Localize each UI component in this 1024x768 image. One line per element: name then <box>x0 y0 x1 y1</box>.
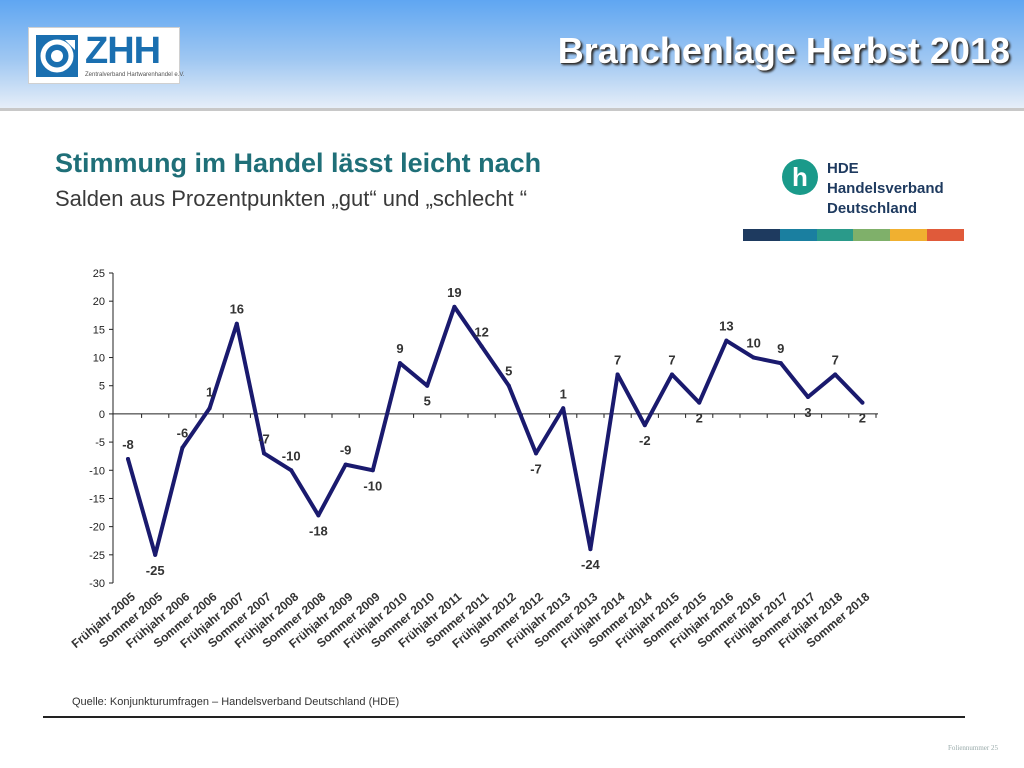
data-label: -7 <box>530 461 542 476</box>
y-tick-label: -15 <box>89 493 105 505</box>
data-point <box>833 372 838 377</box>
data-point <box>615 372 620 377</box>
data-point <box>479 344 484 349</box>
hde-stripe-segment <box>853 229 891 241</box>
hde-logo-text: HDE Handelsverband Deutschland <box>827 159 944 219</box>
data-label: -9 <box>340 443 352 458</box>
data-point <box>806 395 810 399</box>
data-point <box>207 406 212 411</box>
data-point <box>398 361 402 366</box>
data-point <box>751 355 756 360</box>
data-point <box>534 451 538 456</box>
zhh-logo-subtitle: Zentralverband Hartwarenhandel e.V. <box>85 72 185 78</box>
data-label: -10 <box>363 478 382 493</box>
zhh-logo-word: ZHH <box>85 30 161 72</box>
hde-stripe-segment <box>816 229 854 241</box>
footer-divider <box>43 716 965 718</box>
data-point <box>343 462 348 467</box>
data-label: -25 <box>146 563 165 578</box>
data-label: 12 <box>474 324 488 339</box>
hde-stripe-segment <box>743 229 780 241</box>
data-point <box>370 468 375 473</box>
data-label: -8 <box>122 437 134 452</box>
data-point <box>860 400 865 405</box>
data-point <box>153 552 158 557</box>
data-label: 1 <box>206 384 213 399</box>
data-label: 16 <box>230 302 244 317</box>
series-line <box>126 304 865 557</box>
y-tick-label: 10 <box>93 353 105 365</box>
data-label: 2 <box>859 411 866 426</box>
source-note: Quelle: Konjunkturumfragen – Handelsverb… <box>72 696 400 708</box>
data-label: -18 <box>309 523 328 538</box>
data-label: 2 <box>696 411 703 426</box>
y-tick-label: -10 <box>89 465 105 477</box>
data-point <box>670 372 674 377</box>
y-tick-label: -20 <box>89 522 105 534</box>
data-point <box>506 383 511 388</box>
y-tick-label: 0 <box>99 409 105 421</box>
data-label: 7 <box>832 352 839 367</box>
y-tick-label: 5 <box>99 381 105 393</box>
data-label: -7 <box>258 431 270 446</box>
hde-stripe-segment <box>779 229 817 241</box>
y-tick-label: -30 <box>89 578 105 590</box>
data-point <box>234 321 239 326</box>
data-label: 7 <box>668 352 675 367</box>
data-point <box>126 457 130 461</box>
data-point <box>316 513 321 518</box>
hde-h-icon: h <box>782 159 818 195</box>
hde-logo-line3: Deutschland <box>827 200 918 217</box>
data-label: 19 <box>447 285 461 300</box>
data-point <box>180 445 185 450</box>
data-point <box>425 383 430 388</box>
data-label: 5 <box>505 364 512 379</box>
data-point <box>262 451 266 456</box>
data-label: 13 <box>719 319 733 334</box>
data-label: 9 <box>396 341 403 356</box>
data-label: -6 <box>177 426 189 441</box>
hde-logo: h HDE Handelsverband Deutschland <box>780 155 970 225</box>
hde-stripe-segment <box>927 229 964 241</box>
chart-subtitle: Salden aus Prozentpunkten „gut“ und „sch… <box>55 186 528 211</box>
data-label: 9 <box>777 341 784 356</box>
data-point <box>724 338 729 343</box>
y-tick-label: 25 <box>93 268 105 280</box>
data-label: 5 <box>424 394 431 409</box>
slide-number: Foliennummer 25 <box>948 744 998 752</box>
data-label: 3 <box>804 405 811 420</box>
data-point <box>289 468 294 473</box>
data-point <box>452 304 457 309</box>
data-label: 7 <box>614 352 621 367</box>
y-tick-label: 20 <box>93 296 105 308</box>
data-point <box>561 406 566 411</box>
data-point <box>588 547 593 552</box>
data-label: 1 <box>560 386 567 401</box>
slide-title: Branchenlage Herbst 2018 <box>557 30 1010 71</box>
hde-stripe-segment <box>890 229 928 241</box>
data-point <box>642 423 647 428</box>
zhh-logo: ZHH Zentralverband Hartwarenhandel e.V. <box>28 27 185 84</box>
zhh-emblem-icon <box>36 35 78 77</box>
data-label: 10 <box>746 336 760 351</box>
data-point <box>697 400 702 405</box>
data-point <box>778 361 783 366</box>
y-tick-label: -25 <box>89 550 105 562</box>
chart-title: Stimmung im Handel lässt leicht nach <box>55 148 542 178</box>
data-label: -24 <box>581 557 601 572</box>
hde-logo-line1: HDE <box>827 160 859 177</box>
data-label: -2 <box>639 433 651 448</box>
hde-logo-letter: h <box>792 162 808 192</box>
hde-logo-line2: Handelsverband <box>827 180 944 197</box>
header-divider <box>0 108 1024 111</box>
hde-color-stripe <box>743 229 964 241</box>
y-tick-label: 15 <box>93 324 105 336</box>
y-tick-label: -5 <box>95 437 105 449</box>
data-label: -10 <box>282 448 301 463</box>
